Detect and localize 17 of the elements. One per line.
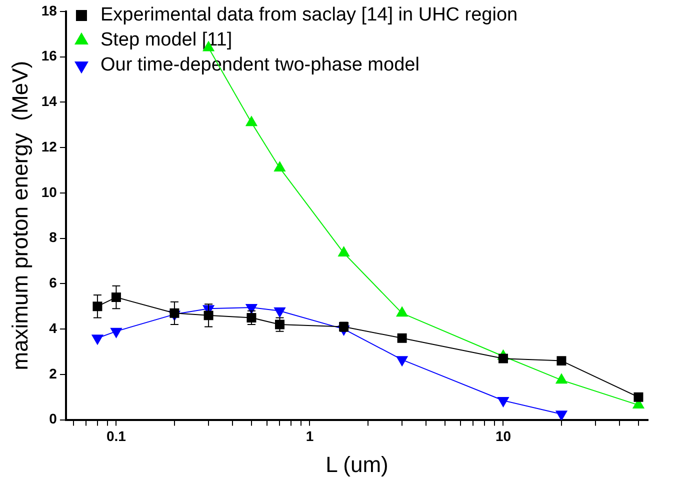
x-tick-label: 1 <box>306 428 314 444</box>
y-tick-label: 6 <box>49 274 58 291</box>
y-tick-label: 4 <box>49 320 58 336</box>
legend-label: Step model [11] <box>100 30 232 51</box>
x-tick-label: 0.1 <box>106 428 126 444</box>
y-tick-label: 2 <box>49 365 58 382</box>
y-axis-title: maximum proton energy (MeV) <box>7 60 32 370</box>
legend-label: Experimental data from saclay [14] in UHC region <box>100 4 518 26</box>
y-tick-label: 10 <box>41 184 58 200</box>
y-tick-label: 8 <box>49 229 58 246</box>
y-tick-label: 12 <box>41 138 58 154</box>
x-tick-label: 10 <box>495 428 512 444</box>
y-tick-label: 0 <box>49 410 58 427</box>
x-axis-title: L (um) <box>326 452 388 477</box>
y-tick-label: 14 <box>41 93 58 110</box>
y-tick-label: 16 <box>41 48 58 64</box>
y-tick-label: 18 <box>41 2 58 18</box>
